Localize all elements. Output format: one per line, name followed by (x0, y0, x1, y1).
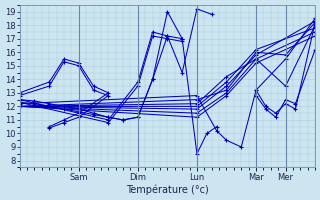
X-axis label: Température (°c): Température (°c) (126, 185, 209, 195)
